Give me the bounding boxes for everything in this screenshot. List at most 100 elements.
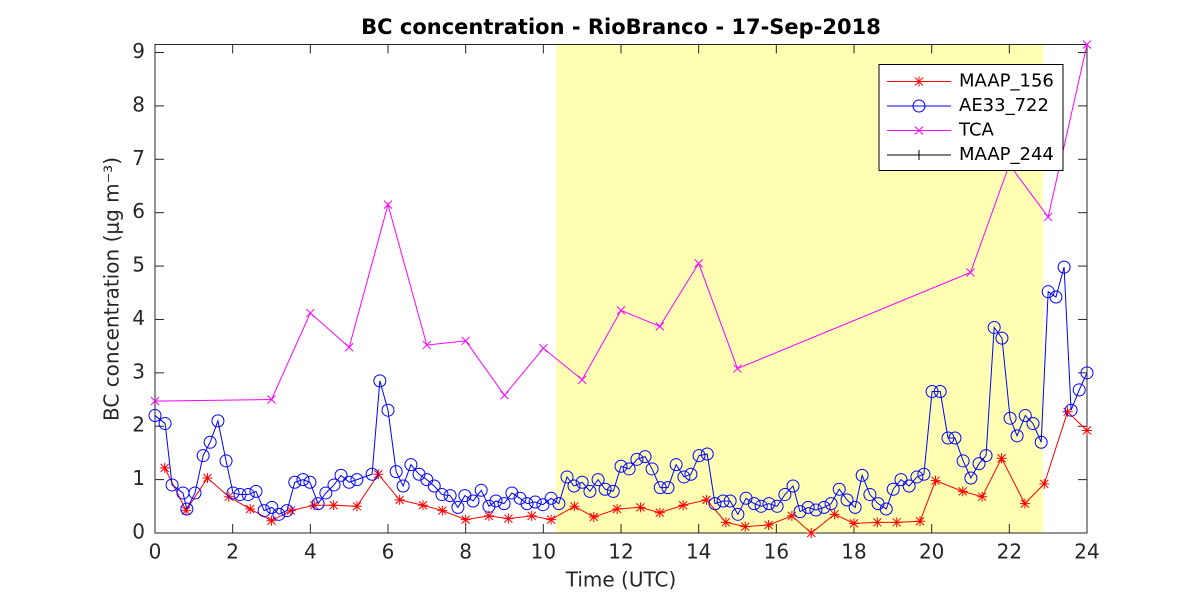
marker [241,488,255,502]
marker [150,396,160,406]
marker [902,479,916,493]
marker [1049,290,1063,304]
marker [560,470,574,484]
marker [1018,409,1032,423]
x-tick-label: 18 [841,540,866,564]
marker [740,521,751,532]
marker [677,470,691,484]
y-tick-label: 8 [132,92,145,116]
marker [614,459,628,473]
marker [817,500,831,514]
marker [786,510,797,521]
marker [460,514,471,525]
marker [1043,212,1053,222]
marker [296,473,310,487]
marker [285,505,296,516]
legend-label: TCA [958,120,995,141]
x-tick-label: 14 [686,540,711,564]
marker [567,479,581,493]
legend-marker [914,150,924,160]
series-line [154,44,1088,402]
marker [303,475,317,489]
marker [245,503,256,514]
marker [437,505,448,516]
x-tick-label: 2 [226,540,239,564]
marker [1010,429,1024,443]
marker [383,200,393,210]
marker [1064,403,1078,417]
marker [616,306,626,315]
marker [778,488,792,502]
marker [272,507,286,521]
y-tick-label: 7 [132,146,145,170]
marker [165,478,179,492]
marker [497,497,511,511]
marker [159,462,170,473]
marker [956,454,970,468]
marker [327,478,341,492]
marker [181,505,192,516]
marker [451,500,465,514]
marker [754,499,768,513]
y-tick-label: 6 [132,199,145,223]
marker [793,505,807,519]
marker [319,486,333,500]
marker [1080,366,1094,380]
marker [249,484,263,498]
marker [747,497,761,511]
marker [966,268,975,277]
marker [365,467,379,481]
marker [158,417,172,431]
marker [196,449,210,463]
x-tick-label: 24 [1074,540,1099,564]
marker [855,468,869,482]
marker [941,431,955,445]
marker [188,486,202,500]
marker [503,513,514,524]
marker [394,494,405,505]
marker [1072,383,1086,397]
marker [606,484,620,498]
marker [669,458,683,472]
marker [840,493,854,507]
y-tick-label: 4 [132,306,145,330]
marker [894,473,908,487]
marker [482,499,496,513]
marker [546,514,557,525]
marker [995,331,1009,345]
marker [598,482,612,496]
marker [786,479,800,493]
marker [528,495,542,509]
marker [653,481,667,495]
marker [879,502,893,516]
x-tick-label: 22 [997,540,1022,564]
marker [957,486,968,497]
marker [809,503,823,517]
marker [979,449,993,463]
marker [305,308,315,318]
marker [404,458,418,472]
marker [219,454,233,468]
marker [832,482,846,496]
x-axis-label: Time (UTC) [565,568,677,592]
marker [265,500,279,514]
marker [233,488,247,502]
marker [829,509,840,520]
marker [575,475,589,489]
marker [280,504,294,518]
marker [588,511,599,522]
marker [654,507,665,518]
marker [520,497,534,511]
marker [211,414,225,428]
marker [1082,425,1092,436]
marker [427,479,441,493]
marker [328,500,339,511]
marker [526,510,537,521]
marker [964,471,978,485]
x-tick-label: 20 [919,540,944,564]
x-tick-label: 10 [531,540,556,564]
marker [417,500,428,511]
marker [762,497,776,511]
marker [569,501,580,512]
